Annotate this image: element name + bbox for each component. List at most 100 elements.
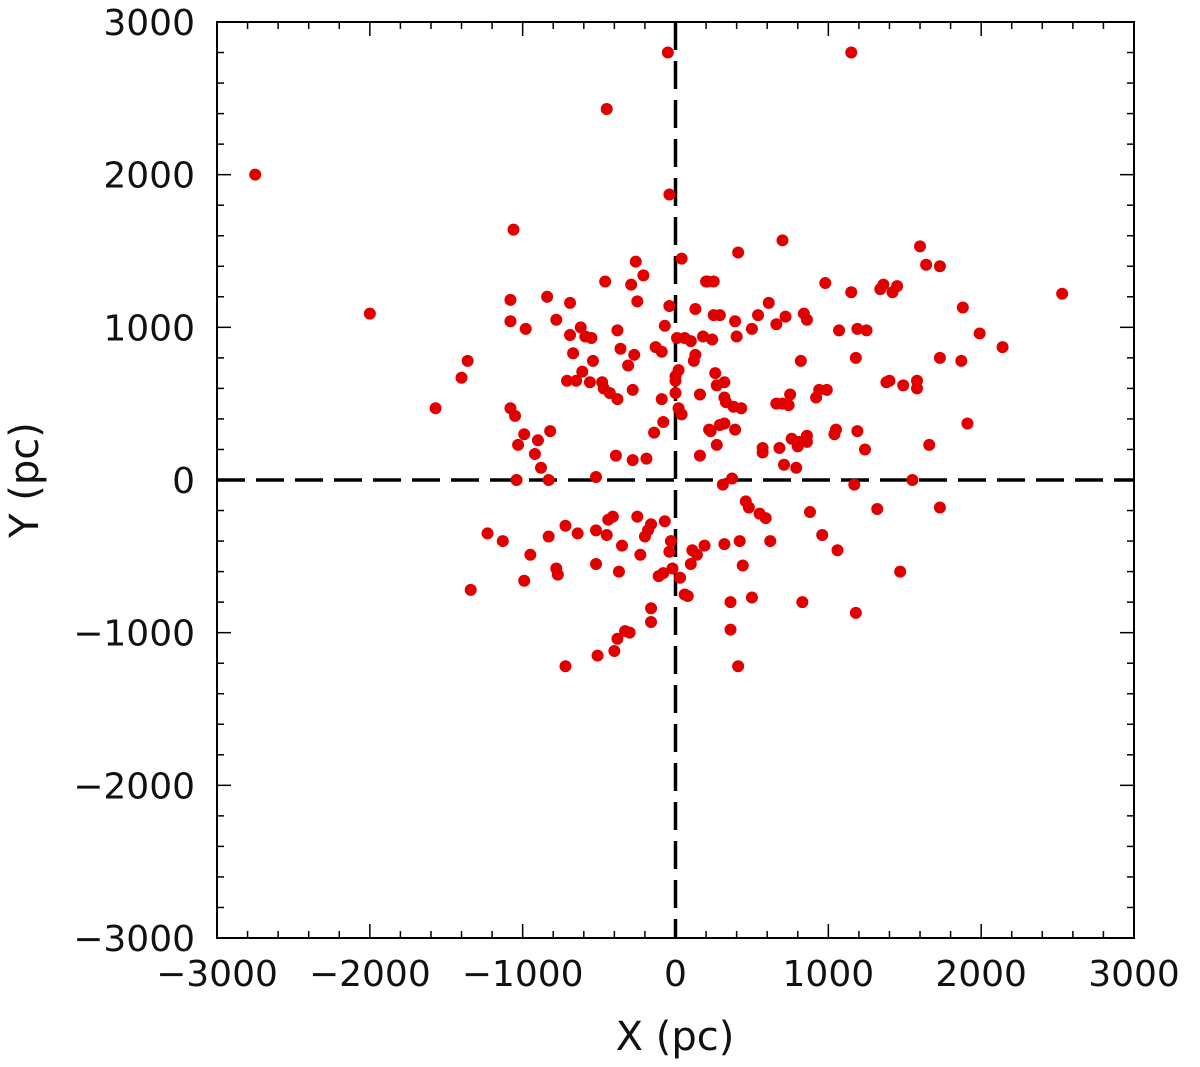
data-point [833, 324, 846, 337]
data-point [599, 275, 612, 288]
data-point [716, 478, 729, 491]
data-point [724, 596, 737, 609]
x-tick-label: 1000 [783, 954, 875, 995]
x-tick-label: −3000 [156, 954, 278, 995]
data-point [664, 535, 677, 548]
data-point [669, 386, 682, 399]
data-point [729, 315, 742, 328]
data-point [698, 539, 711, 552]
data-point [496, 535, 509, 548]
data-point [697, 330, 710, 343]
data-point [894, 565, 907, 578]
data-point [249, 168, 262, 181]
data-point [891, 280, 904, 293]
data-point [645, 615, 658, 628]
data-point [626, 383, 639, 396]
data-point [762, 296, 775, 309]
reference-lines [217, 22, 1134, 938]
data-point [776, 234, 789, 247]
data-point [732, 246, 745, 259]
data-point [681, 590, 694, 603]
data-point [609, 449, 622, 462]
data-point [782, 399, 795, 412]
data-point [559, 660, 572, 673]
data-point [590, 470, 603, 483]
data-point [718, 538, 731, 551]
data-point [507, 223, 520, 236]
data-point [849, 606, 862, 619]
x-tick-label: 2000 [935, 954, 1027, 995]
data-point [816, 528, 829, 541]
data-point [689, 303, 702, 316]
data-point [800, 313, 813, 326]
data-point [745, 322, 758, 335]
data-point [684, 557, 697, 570]
y-tick-label: 3000 [103, 3, 195, 44]
data-point [510, 474, 523, 486]
data-point [1056, 287, 1069, 300]
data-point [464, 583, 477, 596]
data-point [784, 388, 797, 401]
data-point [585, 332, 598, 345]
data-point [661, 46, 674, 59]
x-tick-label: 3000 [1088, 954, 1180, 995]
data-point [655, 345, 668, 358]
data-point [586, 354, 599, 367]
data-point [848, 478, 861, 491]
data-point [616, 539, 629, 552]
data-point [645, 602, 658, 615]
data-point [535, 461, 548, 474]
data-point [455, 371, 468, 384]
data-point [669, 374, 682, 387]
data-point [524, 548, 537, 561]
data-point [640, 452, 653, 465]
x-tick-label: 0 [664, 954, 687, 995]
data-point [631, 510, 644, 523]
data-point [570, 374, 583, 387]
data-point [759, 512, 772, 525]
data-point [541, 290, 554, 303]
data-point [730, 330, 743, 343]
data-point [845, 286, 858, 299]
data-point [628, 348, 641, 361]
data-point [724, 623, 737, 636]
data-point [629, 255, 642, 268]
data-point [770, 318, 783, 331]
data-point [542, 474, 555, 486]
y-tick-label: 2000 [103, 156, 195, 197]
data-point [674, 571, 687, 584]
data-points [249, 46, 1069, 673]
data-point [551, 568, 564, 581]
data-point [655, 393, 668, 406]
data-point [614, 342, 627, 355]
data-point [906, 474, 919, 486]
data-point [631, 295, 644, 308]
data-point [606, 510, 619, 523]
data-point [859, 443, 872, 456]
data-point [800, 429, 813, 442]
data-point [779, 310, 792, 323]
data-point [611, 393, 624, 406]
data-point [756, 441, 769, 454]
data-point [693, 388, 706, 401]
data-point [923, 438, 936, 451]
data-point [704, 425, 717, 438]
data-point [973, 327, 986, 340]
data-point [608, 644, 621, 657]
data-point [933, 351, 946, 364]
data-point [752, 309, 765, 322]
data-point [528, 448, 541, 461]
data-point [733, 535, 746, 548]
data-point [625, 278, 638, 291]
data-point [564, 296, 577, 309]
data-point [657, 567, 670, 580]
data-point [504, 293, 517, 306]
data-point [571, 527, 584, 540]
data-point [512, 438, 525, 451]
x-tick-label: −2000 [309, 954, 431, 995]
data-point [914, 240, 927, 253]
data-point [564, 328, 577, 341]
data-point [542, 530, 555, 543]
